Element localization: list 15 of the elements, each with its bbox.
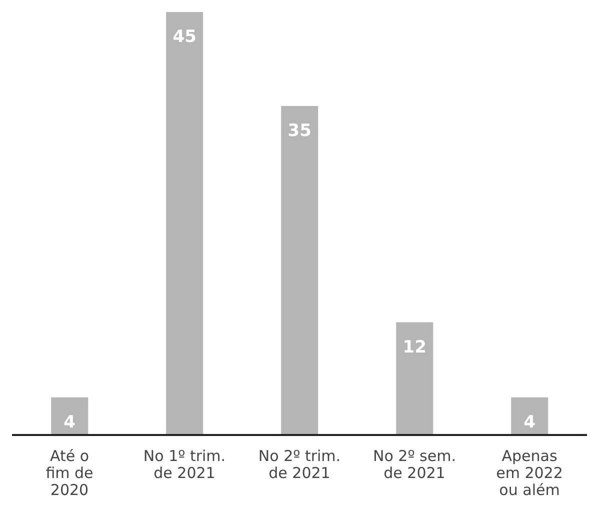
x-tick-label: No 2º sem. de 2021	[373, 447, 456, 482]
data-label: 12	[402, 337, 426, 358]
data-label: 4	[64, 412, 76, 432]
x-tick-label: No 1º trim. de 2021	[143, 447, 226, 482]
data-label: 4	[524, 412, 536, 432]
data-label: 45	[172, 27, 196, 48]
bar	[511, 397, 548, 435]
data-label: 35	[288, 121, 312, 142]
x-tick-label: No 2º trim. de 2021	[258, 447, 341, 482]
x-tick-label: Até o fim de 2020	[46, 447, 94, 499]
bar	[396, 322, 434, 435]
bar	[166, 12, 204, 435]
bar	[51, 397, 88, 435]
x-tick-label: Apenas em 2022 ou além	[496, 447, 563, 499]
bar	[281, 106, 318, 435]
